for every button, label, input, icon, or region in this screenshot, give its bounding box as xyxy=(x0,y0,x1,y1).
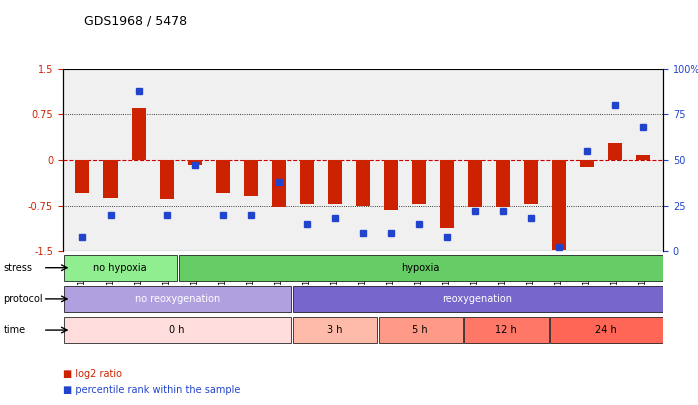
Text: stress: stress xyxy=(3,263,33,273)
Bar xyxy=(356,160,370,205)
Text: protocol: protocol xyxy=(3,294,43,304)
Bar xyxy=(440,160,454,228)
Text: 3 h: 3 h xyxy=(327,325,342,335)
Bar xyxy=(379,317,463,343)
Bar xyxy=(384,160,398,210)
Bar xyxy=(160,160,174,199)
Bar xyxy=(552,160,566,250)
Bar xyxy=(64,286,292,312)
Text: 0 h: 0 h xyxy=(170,325,185,335)
Text: ■ percentile rank within the sample: ■ percentile rank within the sample xyxy=(63,385,240,395)
Bar xyxy=(524,160,538,204)
Bar xyxy=(103,160,117,198)
Text: 24 h: 24 h xyxy=(595,325,617,335)
Bar xyxy=(496,160,510,207)
Bar xyxy=(216,160,230,194)
Bar xyxy=(550,317,663,343)
Text: GDS1968 / 5478: GDS1968 / 5478 xyxy=(84,14,187,27)
Bar xyxy=(179,255,663,281)
Bar xyxy=(468,160,482,207)
Bar xyxy=(328,160,342,204)
Text: hypoxia: hypoxia xyxy=(401,263,439,273)
Bar xyxy=(580,160,595,167)
Bar xyxy=(300,160,314,204)
Text: reoxygenation: reoxygenation xyxy=(443,294,512,304)
Text: time: time xyxy=(3,325,26,335)
Text: 5 h: 5 h xyxy=(413,325,428,335)
Bar xyxy=(272,160,285,207)
Bar xyxy=(293,286,663,312)
Bar xyxy=(412,160,426,204)
Bar xyxy=(637,155,651,160)
Bar xyxy=(75,160,89,194)
Text: ■ log2 ratio: ■ log2 ratio xyxy=(63,369,122,379)
Text: no hypoxia: no hypoxia xyxy=(93,263,147,273)
Bar xyxy=(188,160,202,165)
Bar xyxy=(244,160,258,196)
Text: no reoxygenation: no reoxygenation xyxy=(135,294,220,304)
Bar xyxy=(293,317,377,343)
Text: 12 h: 12 h xyxy=(495,325,517,335)
Bar xyxy=(64,255,177,281)
Bar xyxy=(64,317,292,343)
Bar xyxy=(464,317,549,343)
Bar xyxy=(609,143,623,160)
Bar xyxy=(131,108,146,160)
